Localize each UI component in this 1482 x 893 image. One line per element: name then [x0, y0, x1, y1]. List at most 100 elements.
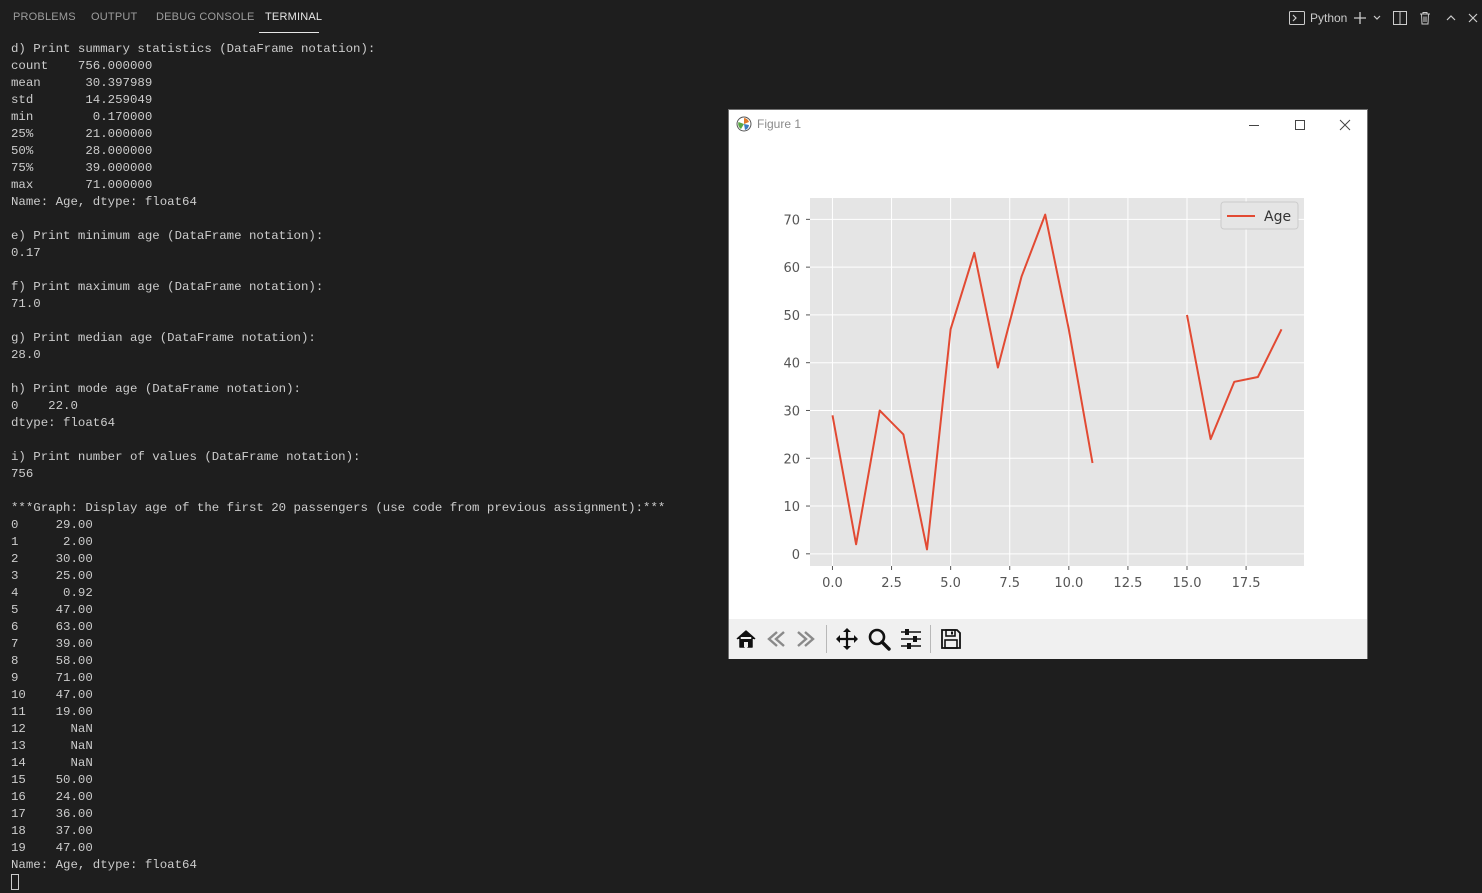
y-tick-label: 0	[792, 548, 800, 563]
age-line-chart: 0.0 2.5 5.0 7.5 10.0 12.5 15.0 17.5 0 10 20 30 40 50 6…	[783, 198, 1304, 591]
chevron-up-icon[interactable]	[1445, 10, 1457, 26]
terminal-line: 0 22.0	[11, 399, 78, 413]
x-tick-label: 2.5	[881, 576, 902, 591]
maximize-icon[interactable]	[1277, 110, 1323, 140]
terminal-line: 8 58.00	[11, 654, 93, 668]
y-tick-label: 50	[783, 309, 800, 324]
terminal-line: max 71.000000	[11, 178, 153, 192]
terminal-line	[11, 211, 665, 228]
terminal-line: min 0.170000	[11, 110, 153, 124]
terminal-output[interactable]: d) Print summary statistics (DataFrame n…	[11, 41, 665, 874]
terminal-line	[11, 432, 665, 449]
terminal-line: d) Print summary statistics (DataFrame n…	[11, 42, 376, 56]
series-line-age	[831, 213, 1094, 551]
terminal-line: 11 19.00	[11, 705, 93, 719]
tab-terminal[interactable]: TERMINAL	[265, 11, 323, 23]
terminal-line: 19 47.00	[11, 841, 93, 855]
trash-icon[interactable]	[1419, 10, 1431, 26]
y-tick-label: 70	[783, 213, 800, 228]
terminal-line: 17 36.00	[11, 807, 93, 821]
y-tick-label: 30	[783, 404, 800, 419]
terminal-line: f) Print maximum age (DataFrame notation…	[11, 280, 324, 294]
tab-debug-console[interactable]: DEBUG CONSOLE	[156, 11, 255, 23]
pan-icon[interactable]	[833, 625, 861, 653]
terminal-line: dtype: float64	[11, 416, 116, 430]
forward-icon[interactable]	[792, 625, 820, 653]
navigation-toolbar	[729, 619, 1367, 659]
plus-icon[interactable]	[1353, 10, 1367, 26]
terminal-line: e) Print minimum age (DataFrame notation…	[11, 229, 324, 243]
figure-titlebar[interactable]: Figure 1	[729, 110, 1367, 140]
legend-label-age: Age	[1264, 209, 1291, 225]
terminal-line: 50% 28.000000	[11, 144, 153, 158]
terminal-line	[11, 483, 665, 500]
terminal-cursor	[11, 874, 19, 890]
configure-icon[interactable]	[897, 625, 925, 653]
back-icon[interactable]	[762, 625, 790, 653]
terminal-line: 16 24.00	[11, 790, 93, 804]
terminal-line: 10 47.00	[11, 688, 93, 702]
terminal-icon	[1289, 11, 1305, 25]
terminal-line: Name: Age, dtype: float64	[11, 858, 197, 872]
terminal-line: h) Print mode age (DataFrame notation):	[11, 382, 301, 396]
terminal-line	[11, 364, 665, 381]
terminal-line: 1 2.00	[11, 535, 93, 549]
save-icon[interactable]	[937, 625, 965, 653]
x-tick-label: 7.5	[999, 576, 1020, 591]
terminal-line: 6 63.00	[11, 620, 93, 634]
x-tick-label: 17.5	[1232, 576, 1261, 591]
terminal-line: 75% 39.000000	[11, 161, 153, 175]
x-tick-label: 15.0	[1173, 576, 1202, 591]
python-shell-selector[interactable]: Python	[1289, 10, 1347, 26]
terminal-line: 0.17	[11, 246, 41, 260]
terminal-line: 15 50.00	[11, 773, 93, 787]
home-icon[interactable]	[732, 625, 760, 653]
x-tick-label: 12.5	[1113, 576, 1142, 591]
terminal-line: mean 30.397989	[11, 76, 153, 90]
terminal-line: 18 37.00	[11, 824, 93, 838]
terminal-line: std 14.259049	[11, 93, 153, 107]
terminal-line: 7 39.00	[11, 637, 93, 651]
terminal-line: 13 NaN	[11, 739, 93, 753]
legend-box	[1220, 201, 1299, 230]
terminal-line	[11, 262, 665, 279]
x-tick-label: 10.0	[1054, 576, 1083, 591]
x-tick-label: 5.0	[940, 576, 961, 591]
toolbar-separator	[930, 625, 931, 653]
zoom-icon[interactable]	[865, 625, 893, 653]
terminal-line: count 756.000000	[11, 59, 153, 73]
terminal-line: ***Graph: Display age of the first 20 pa…	[11, 501, 666, 515]
panel-tabbar: PROBLEMS OUTPUT DEBUG CONSOLE TERMINAL P…	[0, 0, 1482, 36]
terminal-line: 71.0	[11, 297, 41, 311]
terminal-line: 28.0	[11, 348, 41, 362]
terminal-line: 14 NaN	[11, 756, 93, 770]
close-icon[interactable]	[1322, 110, 1368, 140]
x-tick-label: 0.0	[822, 576, 843, 591]
toolbar-separator	[826, 625, 827, 653]
y-tick-label: 10	[783, 500, 800, 515]
terminal-line: 0 29.00	[11, 518, 93, 532]
terminal-line: 4 0.92	[11, 586, 93, 600]
terminal-line: 9 71.00	[11, 671, 93, 685]
terminal-line: 2 30.00	[11, 552, 93, 566]
terminal-line: 3 25.00	[11, 569, 93, 583]
tab-output[interactable]: OUTPUT	[91, 11, 138, 23]
terminal-line: Name: Age, dtype: float64	[11, 195, 197, 209]
chevron-down-icon[interactable]	[1372, 10, 1382, 26]
minimize-icon[interactable]	[1231, 110, 1277, 140]
terminal-line: i) Print number of values (DataFrame not…	[11, 450, 361, 464]
terminal-line: 5 47.00	[11, 603, 93, 617]
close-icon[interactable]	[1467, 10, 1479, 26]
terminal-line: 25% 21.000000	[11, 127, 153, 141]
active-tab-indicator	[259, 32, 319, 33]
figure-window: Figure 1 0.0 2.5 5.0 7.5 10.0 12.5 15.0 17.5 0 10…	[728, 109, 1368, 659]
shell-label: Python	[1310, 11, 1348, 25]
tab-problems[interactable]: PROBLEMS	[13, 11, 76, 23]
terminal-line: g) Print median age (DataFrame notation)…	[11, 331, 316, 345]
matplotlib-logo-icon	[736, 116, 752, 132]
y-tick-label: 60	[783, 261, 800, 276]
split-icon[interactable]	[1393, 10, 1407, 26]
y-tick-label: 40	[783, 357, 800, 372]
series-line-age	[1186, 314, 1283, 441]
y-tick-label: 20	[783, 452, 800, 467]
